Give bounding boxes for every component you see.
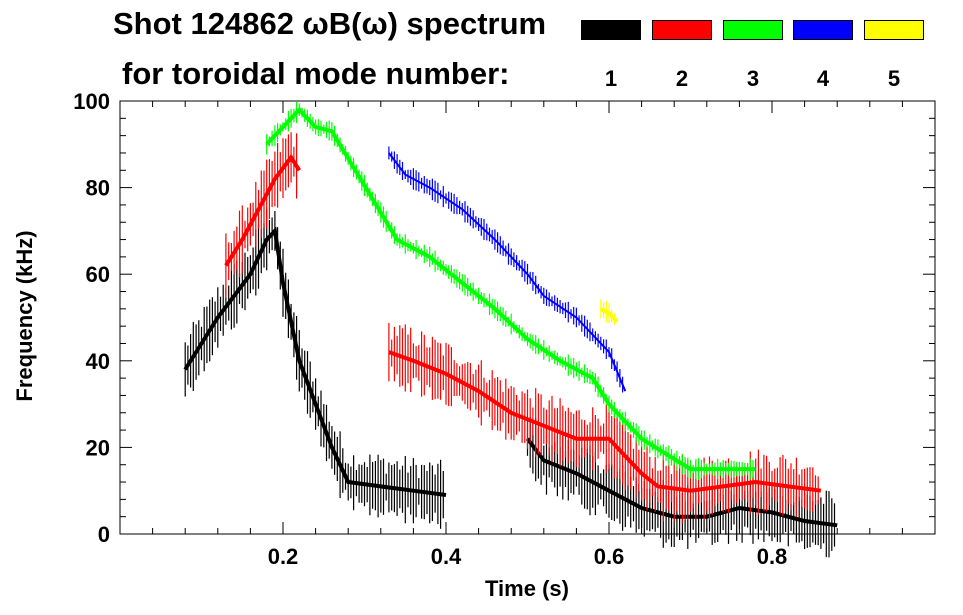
legend-label-n4: 4	[816, 66, 830, 91]
x-tick-label: 0.8	[757, 544, 788, 569]
y-tick-label: 20	[86, 435, 110, 460]
x-tick-label: 0.2	[268, 544, 299, 569]
legend-swatch-n5	[864, 20, 924, 40]
chart-title-line1: Shot 124862 ωB(ω) spectrum	[113, 6, 547, 41]
legend-swatch-n4	[793, 20, 853, 40]
plot-frame	[119, 100, 936, 535]
y-tick-label: 80	[86, 176, 110, 201]
chart-title-line2: for toroidal mode number:	[122, 56, 510, 91]
y-axis-label: Frequency (kHz)	[12, 230, 37, 401]
series-line	[183, 226, 447, 497]
legend-label-n5: 5	[887, 66, 901, 91]
legend-swatch-n1	[581, 20, 641, 40]
data-marks	[183, 102, 838, 558]
legend-swatch-n3	[723, 20, 783, 40]
axis-ticks: 0.2 0.4 0.6 0.8 0 20 40 60 80 100	[73, 89, 935, 569]
y-tick-label: 60	[86, 262, 110, 287]
y-tick-label: 100	[73, 89, 110, 114]
plot-border	[119, 100, 936, 535]
legend-swatch-n2	[652, 20, 712, 40]
x-axis-label: Time (s)	[485, 576, 569, 601]
x-tick-label: 0.4	[431, 544, 462, 569]
y-tick-label: 0	[98, 522, 110, 547]
legend-label-n2: 2	[675, 66, 689, 91]
series-4	[388, 146, 627, 393]
x-tick-label: 0.6	[594, 544, 625, 569]
series-2	[224, 132, 822, 524]
legend-label-n1: 1	[604, 66, 618, 91]
y-tick-label: 40	[86, 349, 110, 374]
series-5	[599, 299, 619, 325]
series-3	[265, 102, 756, 480]
legend-label-n3: 3	[746, 66, 760, 91]
